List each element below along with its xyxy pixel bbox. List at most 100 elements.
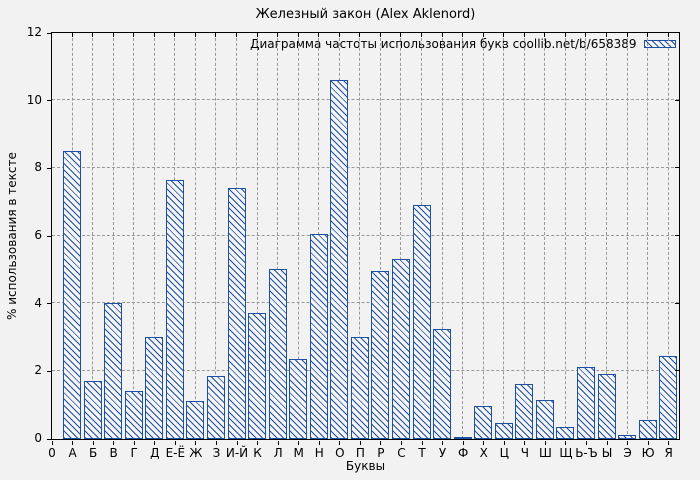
- bar: [330, 79, 349, 439]
- right-tick-mark: [674, 99, 679, 101]
- grid-line-vertical: [606, 32, 608, 439]
- x-tick-label: Ч: [520, 446, 529, 460]
- y-tick-label: 0: [34, 431, 42, 445]
- bar: [535, 399, 554, 439]
- right-tick-mark: [674, 302, 679, 304]
- x-tick-mark: [133, 440, 135, 445]
- y-tick-label: 6: [34, 228, 42, 242]
- x-tick-mark: [215, 440, 217, 445]
- grid-line-vertical: [215, 32, 217, 439]
- y-tick-mark: [46, 370, 51, 372]
- y-tick-mark: [46, 32, 51, 34]
- x-tick-label: 0: [48, 446, 56, 460]
- x-tick-label: Н: [314, 446, 324, 460]
- x-tick-mark: [72, 440, 74, 445]
- top-tick-mark: [71, 32, 73, 37]
- legend-swatch: [643, 39, 676, 48]
- x-tick-mark: [113, 440, 115, 445]
- x-tick-mark: [154, 440, 156, 445]
- x-tick-label: Я: [664, 446, 673, 460]
- bar: [206, 375, 225, 439]
- grid-line-vertical: [153, 32, 155, 439]
- top-tick-mark: [194, 32, 196, 37]
- x-tick-label: А: [68, 446, 77, 460]
- grid-line-horizontal: [51, 302, 679, 304]
- x-tick-mark: [668, 440, 670, 445]
- x-tick-mark: [544, 440, 546, 445]
- grid-line-vertical: [626, 32, 628, 439]
- x-tick-label: В: [109, 446, 118, 460]
- top-tick-mark: [215, 32, 217, 37]
- bar: [268, 269, 287, 439]
- y-tick-mark: [46, 303, 51, 305]
- x-tick-label: Ж: [189, 446, 203, 460]
- bar: [618, 435, 637, 439]
- x-tick-mark: [462, 440, 464, 445]
- grid-line-vertical: [112, 32, 114, 439]
- plot-area: Диаграмма частоты использования букв coo…: [50, 31, 680, 440]
- y-tick-label: 2: [34, 363, 42, 378]
- grid-line-vertical: [277, 32, 279, 439]
- grid-line-vertical: [256, 32, 258, 439]
- top-tick-mark: [503, 32, 505, 37]
- right-tick-mark: [674, 235, 679, 236]
- top-tick-mark: [606, 32, 608, 37]
- grid-line-vertical: [523, 32, 525, 439]
- bar: [556, 426, 575, 439]
- bar: [371, 271, 390, 439]
- top-tick-mark: [585, 32, 587, 37]
- grid-line-vertical: [92, 32, 94, 439]
- top-tick-mark: [277, 32, 279, 37]
- x-tick-mark: [257, 440, 259, 445]
- top-tick-mark: [626, 32, 628, 37]
- x-tick-label: М: [293, 446, 304, 460]
- bar: [248, 313, 267, 439]
- top-tick-mark: [544, 32, 546, 37]
- x-tick-mark: [92, 440, 94, 445]
- x-tick-label: Л: [273, 446, 283, 460]
- top-tick-mark: [523, 32, 525, 37]
- grid-line-vertical: [647, 32, 649, 439]
- grid-line-horizontal: [51, 234, 679, 236]
- x-tick-label: Э: [623, 446, 632, 460]
- top-tick-mark: [318, 32, 320, 37]
- x-tick-mark: [339, 440, 341, 445]
- x-tick-mark: [503, 440, 505, 445]
- bar: [412, 205, 431, 439]
- x-tick-label: У: [438, 446, 447, 460]
- x-tick-label: Д: [150, 446, 160, 460]
- top-tick-mark: [462, 32, 464, 37]
- x-tick-mark: [606, 440, 608, 445]
- grid-line-vertical: [564, 32, 566, 439]
- bar: [494, 423, 513, 439]
- x-tick-label: Ц: [499, 446, 509, 460]
- y-tick-mark: [46, 438, 51, 440]
- bar: [453, 436, 472, 439]
- grid-line-vertical: [400, 32, 402, 439]
- x-tick-label: И-Й: [225, 446, 249, 460]
- bar: [350, 337, 369, 439]
- right-tick-mark: [674, 370, 679, 372]
- bar: [391, 259, 410, 439]
- grid-line-vertical: [544, 32, 546, 439]
- top-tick-mark: [441, 32, 443, 37]
- bar: [227, 188, 246, 439]
- x-tick-label: Ь-Ъ: [575, 446, 598, 460]
- bar: [638, 419, 657, 439]
- x-tick-mark: [298, 440, 300, 445]
- grid-line-vertical: [379, 32, 381, 439]
- top-tick-mark: [92, 32, 94, 37]
- grid-line-vertical: [359, 32, 361, 439]
- x-tick-label: З: [212, 446, 221, 460]
- x-tick-mark: [442, 440, 444, 445]
- grid-line-vertical: [462, 32, 464, 439]
- x-tick-mark: [647, 440, 649, 445]
- top-tick-mark: [236, 32, 238, 37]
- y-tick-label: 4: [34, 295, 42, 310]
- grid-line-vertical: [441, 32, 443, 439]
- top-tick-mark: [564, 32, 566, 37]
- grid-line-vertical: [585, 32, 587, 439]
- right-tick-mark: [674, 167, 679, 169]
- x-tick-label: Х: [479, 446, 488, 460]
- top-tick-mark: [256, 32, 258, 37]
